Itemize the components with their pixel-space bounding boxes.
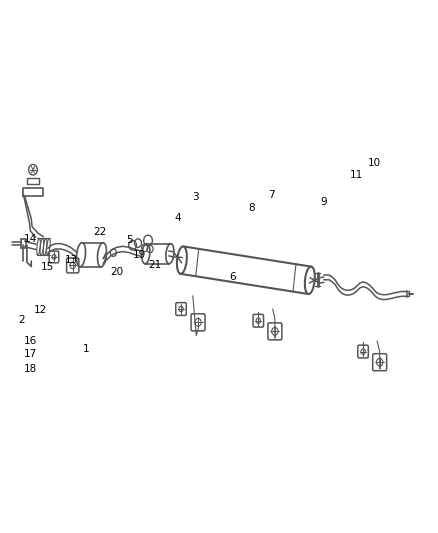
Text: 18: 18 <box>24 364 37 374</box>
Text: 15: 15 <box>41 262 54 271</box>
Text: 6: 6 <box>229 272 235 282</box>
Text: 19: 19 <box>133 250 146 260</box>
Text: 2: 2 <box>18 314 25 325</box>
Text: 4: 4 <box>174 213 181 223</box>
Text: 14: 14 <box>24 234 37 244</box>
Text: 17: 17 <box>24 349 37 359</box>
Text: 5: 5 <box>126 235 133 245</box>
Text: 12: 12 <box>34 305 47 315</box>
Text: 13: 13 <box>65 255 78 265</box>
Text: 8: 8 <box>248 203 255 213</box>
Text: 21: 21 <box>148 261 161 270</box>
Text: 7: 7 <box>268 190 275 200</box>
Text: 3: 3 <box>192 192 198 203</box>
Text: 11: 11 <box>350 170 363 180</box>
Text: 1: 1 <box>82 344 89 354</box>
Text: 10: 10 <box>367 158 381 168</box>
Text: 16: 16 <box>24 336 37 346</box>
Text: 22: 22 <box>94 227 107 237</box>
Text: 9: 9 <box>321 197 327 207</box>
Text: 20: 20 <box>110 267 123 277</box>
